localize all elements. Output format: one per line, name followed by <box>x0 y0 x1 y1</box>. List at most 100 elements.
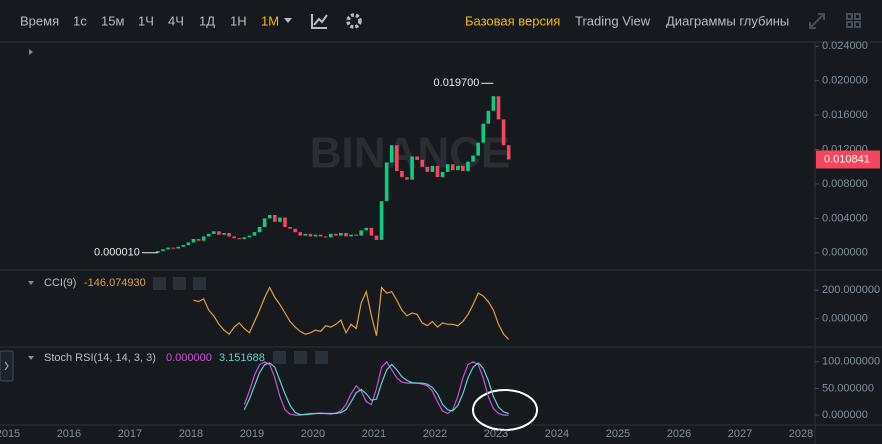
candle <box>181 245 186 247</box>
candle <box>466 161 470 172</box>
side-panel-toggle[interactable] <box>0 350 14 382</box>
candle <box>176 246 181 249</box>
interval-button[interactable]: 1с <box>73 13 87 28</box>
candle <box>196 239 201 241</box>
view-tab[interactable]: Trading View <box>575 13 651 28</box>
candle <box>435 165 440 178</box>
x-tick-label: 2021 <box>362 428 386 440</box>
candle <box>339 233 343 236</box>
view-tab[interactable]: Базовая версия <box>465 13 560 28</box>
collapse-arrow[interactable] <box>29 49 33 55</box>
candle <box>496 96 501 120</box>
cci-controls[interactable] <box>153 277 206 290</box>
candle <box>171 247 175 249</box>
candle <box>217 231 221 235</box>
candle <box>201 236 206 241</box>
x-tick-label: 2017 <box>118 428 142 440</box>
candle <box>486 110 491 124</box>
candle <box>161 249 165 252</box>
candle <box>461 165 465 172</box>
candle <box>384 162 389 202</box>
candle <box>389 145 394 163</box>
stoch-k-line <box>243 360 509 416</box>
candle <box>491 96 496 111</box>
stoch-name: Stoch RSI(14, 14, 3, 3) <box>44 352 156 364</box>
high-label: 0.019700 <box>434 77 480 89</box>
candle <box>242 237 247 240</box>
candle <box>405 177 409 180</box>
candle <box>410 156 414 180</box>
stoch-k-value: 0.000000 <box>166 352 212 364</box>
cci-name: CCI(9) <box>44 277 76 289</box>
x-tick-label: 2019 <box>240 428 264 440</box>
last-price-label: 0.010841 <box>824 153 870 165</box>
candle <box>334 233 338 236</box>
candle <box>354 234 358 236</box>
x-tick-label: 2020 <box>301 428 325 440</box>
candle <box>252 232 257 236</box>
candle <box>420 159 425 167</box>
candle <box>400 171 404 178</box>
interval-button[interactable]: Время <box>20 13 59 28</box>
interval-button[interactable]: 1М <box>261 13 279 28</box>
candle <box>344 233 348 237</box>
y-tick-label: 100.000000 <box>822 356 880 368</box>
y-tick-label: 0.020000 <box>822 75 868 87</box>
y-tick-label: 0.000000 <box>822 313 868 325</box>
view-tab[interactable]: Диаграммы глубины <box>666 13 789 28</box>
candle <box>227 233 231 237</box>
candle <box>506 145 511 160</box>
candle <box>379 201 384 240</box>
candle <box>313 234 318 237</box>
candle <box>283 217 287 227</box>
x-tick-label: 2016 <box>57 428 81 440</box>
y-tick-label: 0.000000 <box>822 247 868 259</box>
interval-button[interactable]: 4Ч <box>168 13 184 28</box>
layout-icon[interactable] <box>846 13 861 28</box>
interval-dropdown[interactable] <box>284 18 292 23</box>
x-tick-label: 2023 <box>484 428 508 440</box>
indicator-icon[interactable] <box>311 14 328 29</box>
candle <box>501 119 506 146</box>
x-tick-label: 2026 <box>667 428 691 440</box>
y-tick-label: 200.000000 <box>822 284 880 296</box>
candle <box>222 233 226 235</box>
stoch-toggle[interactable] <box>28 356 34 360</box>
interval-button[interactable]: 1Н <box>230 13 247 28</box>
candle <box>206 233 211 237</box>
side-panel-arrow <box>4 361 9 371</box>
cci-value: -146.074930 <box>84 277 146 289</box>
highlight-circle <box>472 389 538 431</box>
interval-button[interactable]: 15м <box>101 13 124 28</box>
interval-button[interactable]: 1Ч <box>138 13 154 28</box>
settings-icon[interactable] <box>346 13 362 29</box>
candle <box>328 233 333 238</box>
y-tick-label: 0.004000 <box>822 212 868 224</box>
candle <box>445 164 450 172</box>
interval-button[interactable]: 1Д <box>199 13 215 28</box>
x-tick-label: 2025 <box>606 428 630 440</box>
y-tick-label: 0.008000 <box>822 178 868 190</box>
candle <box>232 236 236 239</box>
cci-toggle[interactable] <box>28 281 34 285</box>
y-tick-label: 50.000000 <box>822 382 874 394</box>
candle <box>186 242 191 246</box>
candle <box>318 234 323 237</box>
candle <box>456 165 460 171</box>
cci-line <box>193 285 510 340</box>
candle <box>425 166 430 172</box>
candle <box>166 247 170 250</box>
candle <box>262 218 267 227</box>
candle <box>247 235 252 238</box>
x-tick-label: 2024 <box>545 428 569 440</box>
last-price-box <box>816 150 880 169</box>
candle <box>481 123 486 143</box>
fullscreen-icon[interactable] <box>809 13 825 29</box>
stoch-d-line <box>243 362 509 416</box>
x-tick-label: 2015 <box>0 428 20 440</box>
y-tick-label: 0.024000 <box>822 40 868 52</box>
candle <box>267 214 272 219</box>
stoch-controls[interactable] <box>273 351 328 364</box>
